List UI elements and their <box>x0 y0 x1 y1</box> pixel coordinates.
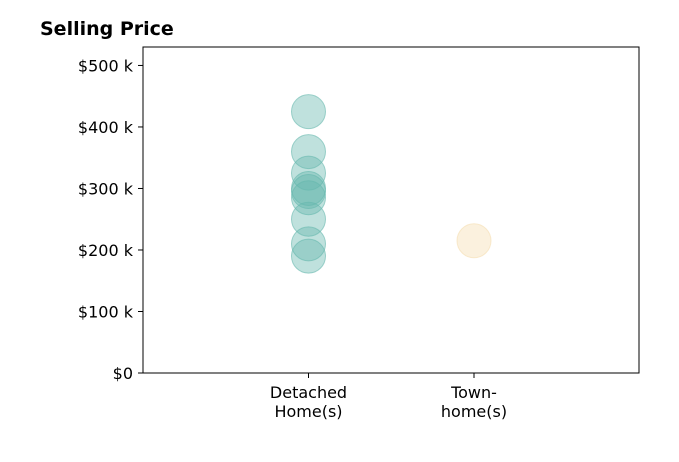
data-point <box>291 180 326 216</box>
y-tick-label: $0 <box>113 364 133 383</box>
x-tick-label: Home(s) <box>274 402 342 421</box>
x-tick-label: Town- <box>450 383 497 402</box>
data-point <box>456 223 492 259</box>
y-tick-label: $100 k <box>78 302 134 321</box>
y-tick-label: $200 k <box>78 241 134 260</box>
x-tick-label: home(s) <box>441 402 507 421</box>
y-tick-label: $300 k <box>78 179 134 198</box>
y-tick-label: $500 k <box>78 56 134 75</box>
data-point <box>291 94 326 130</box>
y-axis: $0 $100 k $200 k $300 k $400 k $500 k <box>78 56 143 383</box>
data-point <box>291 134 326 170</box>
data-point <box>291 201 326 237</box>
data-point <box>291 238 326 274</box>
data-point <box>291 155 326 191</box>
chart-title: Selling Price <box>40 18 174 40</box>
plot-frame <box>142 46 640 374</box>
x-tick-label: Detached <box>270 383 347 402</box>
y-tick-label: $400 k <box>78 118 134 137</box>
data-point <box>291 226 326 262</box>
data-points <box>291 94 492 274</box>
